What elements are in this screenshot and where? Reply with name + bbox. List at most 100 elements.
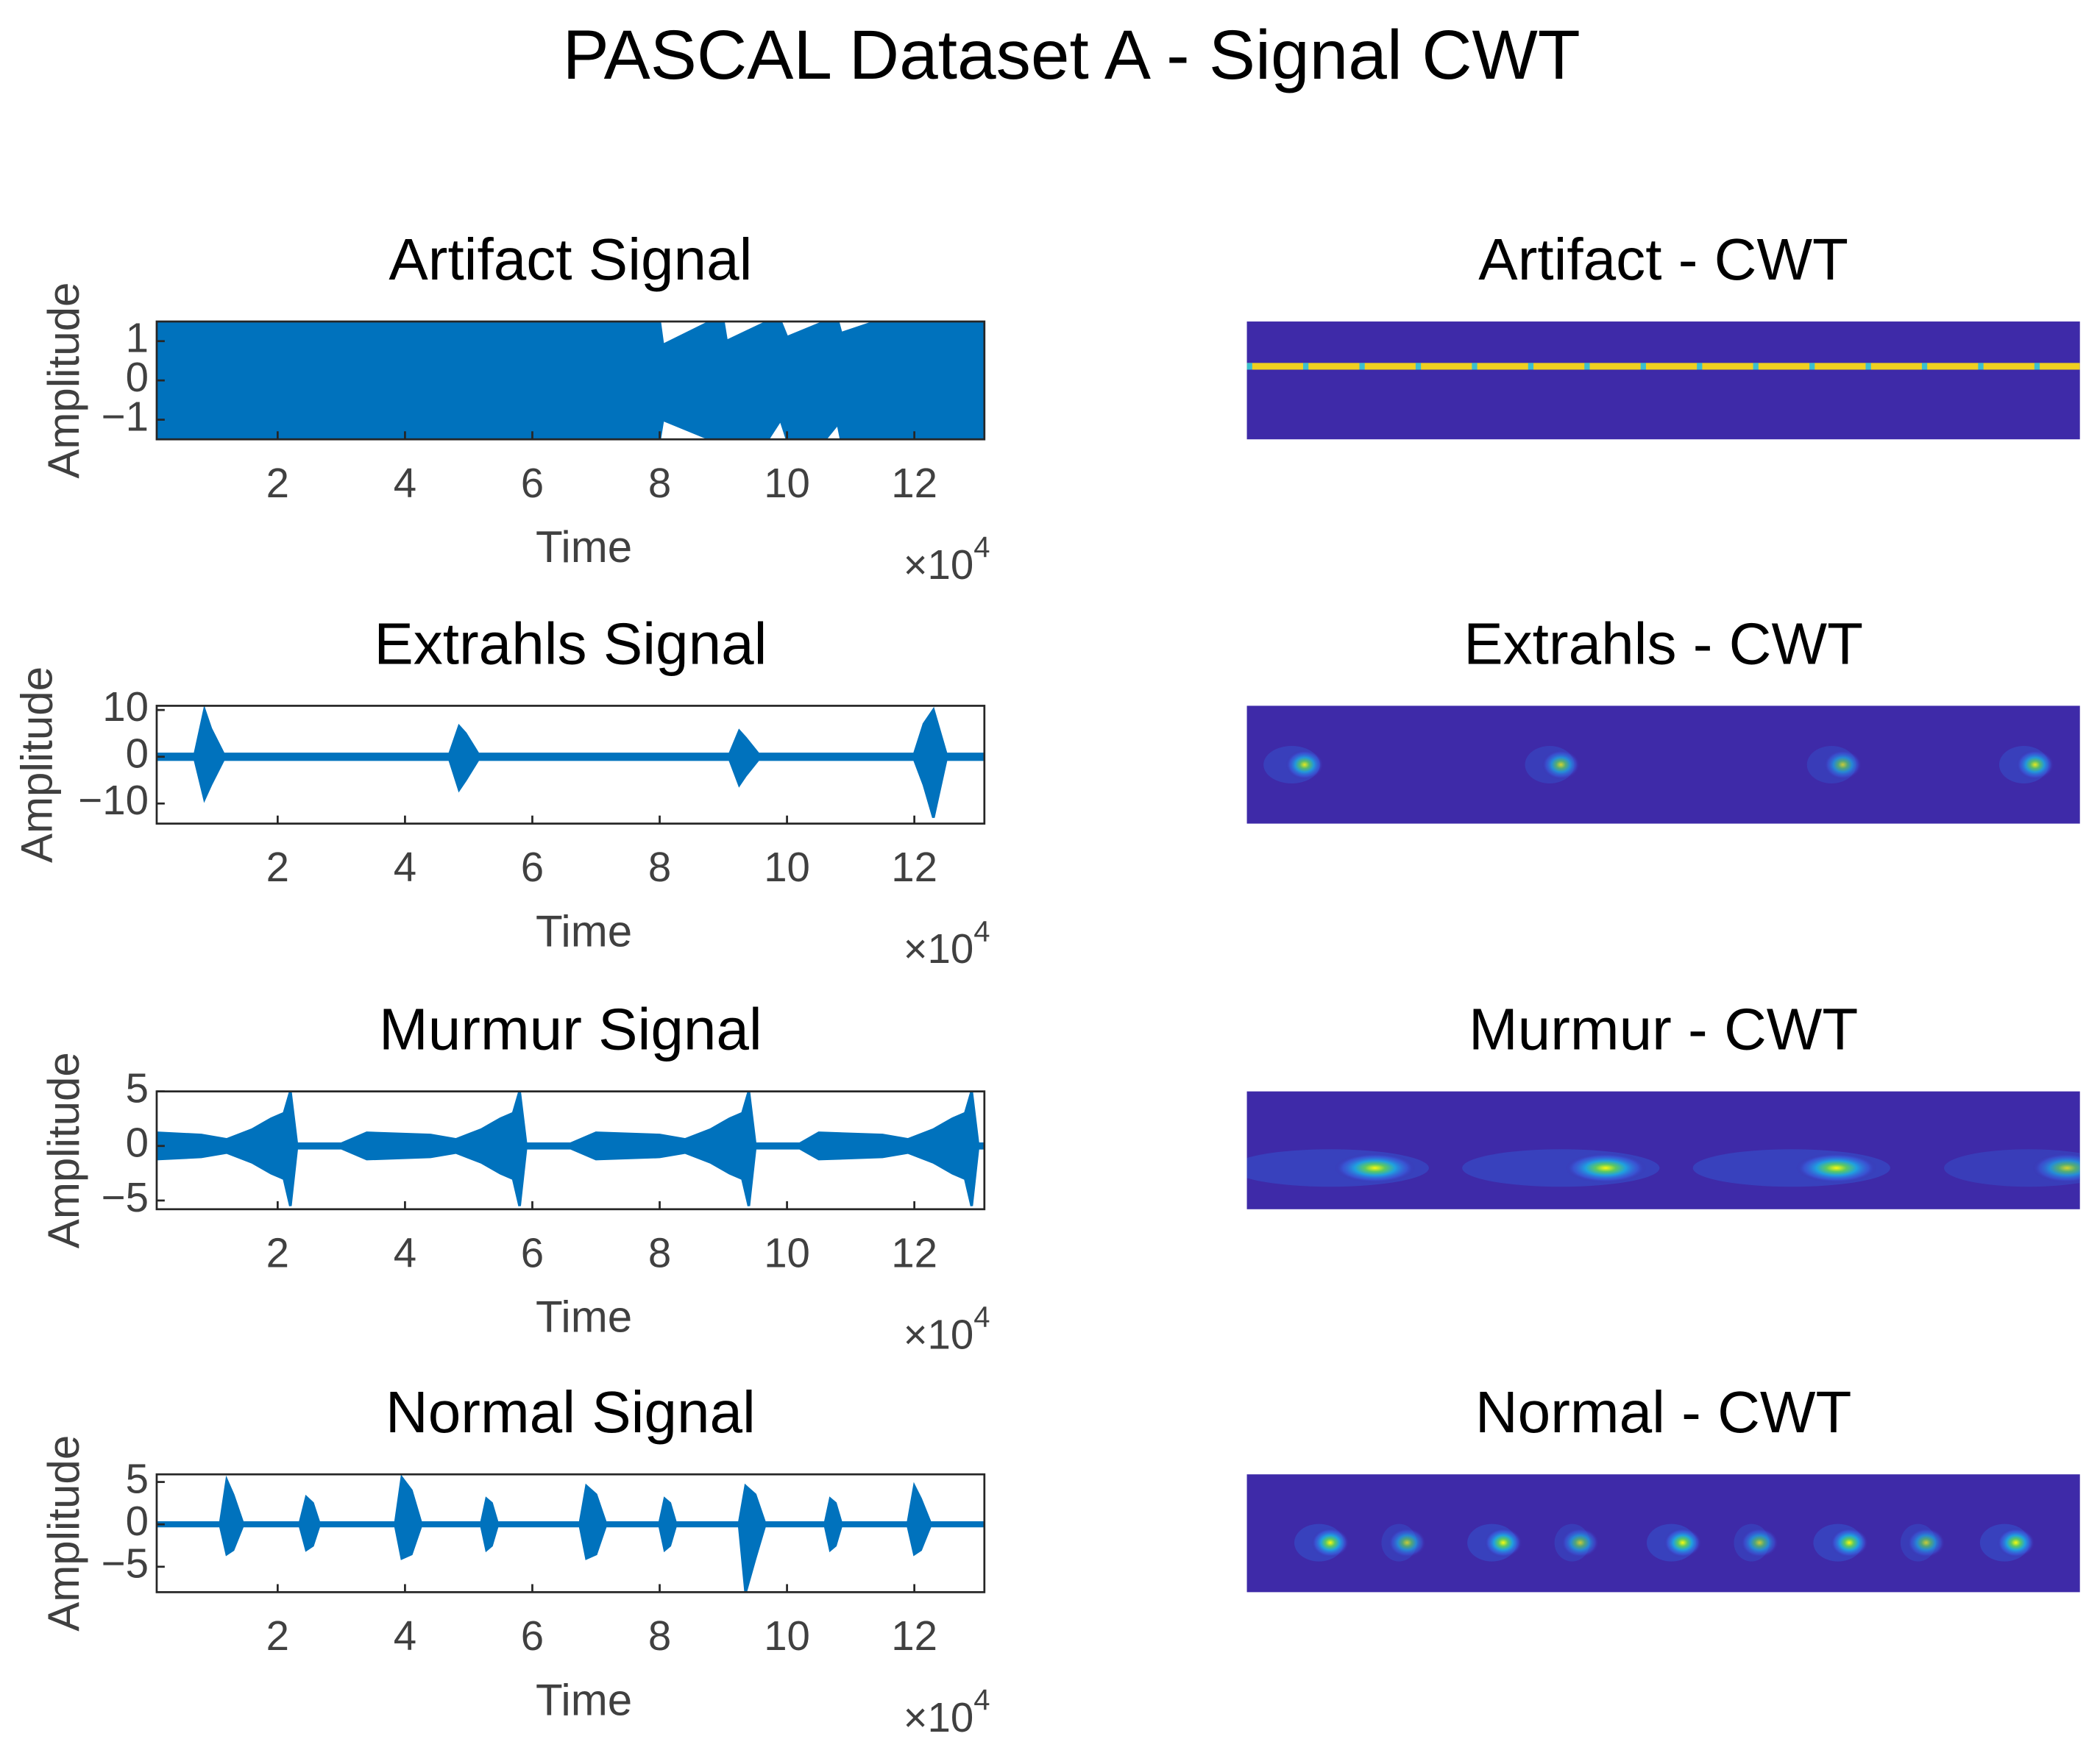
spot [1311, 1528, 1349, 1558]
x-multiplier-exponent: 4 [973, 531, 990, 563]
axes-box [155, 705, 986, 825]
signal-lower [156, 416, 985, 440]
x-multiplier: ×10 [904, 1694, 974, 1740]
y-tick-label: 10 [102, 683, 149, 730]
heatmap-area [1246, 1149, 2080, 1187]
signal-lower [156, 758, 985, 818]
y-tick-label: 5 [126, 1065, 149, 1112]
y-tick-label: 0 [126, 1498, 149, 1544]
subplot-title: Normal Signal [386, 1379, 756, 1445]
y-tick-label: 1 [126, 315, 149, 361]
subplot-title: Artifact Signal [389, 227, 752, 292]
y-axis-label: Amplitude [39, 1052, 88, 1248]
spot [1823, 750, 1862, 780]
x-tick-label: 8 [648, 844, 671, 890]
subplot: Normal Signal 50−5 2 4 6 8 10 12 Time Amplitude ×1… [39, 1379, 990, 1740]
x-tick-label: 8 [648, 1229, 671, 1276]
y-tick-label: −1 [102, 393, 149, 439]
y-tick-label: −5 [102, 1174, 149, 1220]
x-tick-label: 6 [521, 1612, 544, 1659]
x-multiplier-exponent: 4 [973, 1684, 990, 1716]
heatmap-background [1246, 1091, 2080, 1209]
x-tick-label: 8 [648, 460, 671, 506]
spot [1561, 1528, 1599, 1558]
spot [1830, 1528, 1868, 1558]
signal-band [156, 321, 985, 440]
y-tick-label: −5 [102, 1540, 149, 1587]
x-axis-label: Time [536, 522, 632, 572]
y-axis-label: Amplitude [39, 282, 88, 479]
x-tick-label: 6 [521, 1229, 544, 1276]
x-tick-label: 2 [266, 460, 289, 506]
signal-lower [156, 1524, 985, 1593]
x-multiplier-exponent: 4 [973, 1301, 990, 1334]
signal-upper [156, 705, 985, 755]
x-tick-label: 10 [764, 1229, 810, 1276]
heatmap-background [1246, 1474, 2080, 1593]
spot [1285, 750, 1324, 780]
axes-box [155, 320, 986, 441]
spot [1565, 1153, 1647, 1183]
plot-area [156, 705, 985, 818]
subplot-title: Murmur - CWT [1469, 997, 1858, 1062]
x-tick-label: 8 [648, 1612, 671, 1659]
subplot: Murmur Signal 5 0 −5 2 4 6 8 10 12 Time Amplitude ×1… [39, 997, 990, 1358]
x-tick-label: 4 [394, 460, 416, 506]
x-tick-label: 4 [394, 844, 416, 890]
subplot-title: Extrahls Signal [374, 611, 767, 676]
subplot-title: Normal - CWT [1475, 1379, 1852, 1445]
x-axis-label: Time [536, 907, 632, 956]
axes-box [155, 1473, 986, 1593]
axes-box [155, 1090, 986, 1211]
heatmap-background [1246, 321, 2080, 440]
subplot-title: Artifact - CWT [1478, 227, 1848, 292]
subplot: Extrahls - CWT [1246, 611, 2080, 824]
x-tick-label: 6 [521, 844, 544, 890]
spot [1795, 1153, 1877, 1183]
subplot-title: Murmur Signal [379, 997, 762, 1062]
spot [2032, 1153, 2080, 1183]
figure-title: PASCAL Dataset A - Signal CWT [563, 16, 1581, 94]
x-tick-label: 12 [891, 1612, 937, 1659]
x-axis-label: Time [536, 1292, 632, 1342]
signal-upper [156, 1091, 985, 1145]
spot [1484, 1528, 1522, 1558]
y-axis-label: Amplitude [12, 666, 61, 863]
x-multiplier: ×10 [904, 1311, 974, 1357]
x-tick-label: 12 [891, 844, 937, 890]
spot [1664, 1528, 1702, 1558]
spot [1388, 1528, 1426, 1558]
spot [1334, 1153, 1416, 1183]
subplot: Normal - CWT [1246, 1379, 2080, 1593]
x-multiplier-exponent: 4 [973, 915, 990, 947]
x-multiplier: ×10 [904, 541, 974, 588]
subplot-title: Extrahls - CWT [1464, 611, 1863, 676]
x-axis-label: Time [536, 1675, 632, 1724]
y-tick-label: 0 [126, 730, 149, 777]
x-tick-label: 12 [891, 460, 937, 506]
axes-background [156, 705, 985, 824]
heatmap-area [1294, 1523, 2035, 1562]
x-tick-label: 10 [764, 1612, 810, 1659]
signal-upper [156, 321, 985, 347]
x-tick-label: 4 [394, 1612, 416, 1659]
x-tick-label: 6 [521, 460, 544, 506]
x-tick-label: 4 [394, 1229, 416, 1276]
plot-area [156, 321, 985, 440]
y-tick-label: 5 [126, 1455, 149, 1501]
heatmap-background [1246, 705, 2080, 824]
x-tick-label: 2 [266, 1612, 289, 1659]
spot [1997, 1528, 2035, 1558]
heatmap-area [1263, 746, 2054, 783]
signal-upper [156, 1474, 985, 1524]
y-tick-label: 0 [126, 354, 149, 400]
y-axis-label: Amplitude [39, 1435, 88, 1632]
spot [1542, 750, 1580, 780]
plot-area [156, 1474, 985, 1593]
plot-area [156, 1091, 985, 1206]
axes-background [156, 1474, 985, 1593]
subplot: Artifact - CWT [1246, 227, 2080, 440]
